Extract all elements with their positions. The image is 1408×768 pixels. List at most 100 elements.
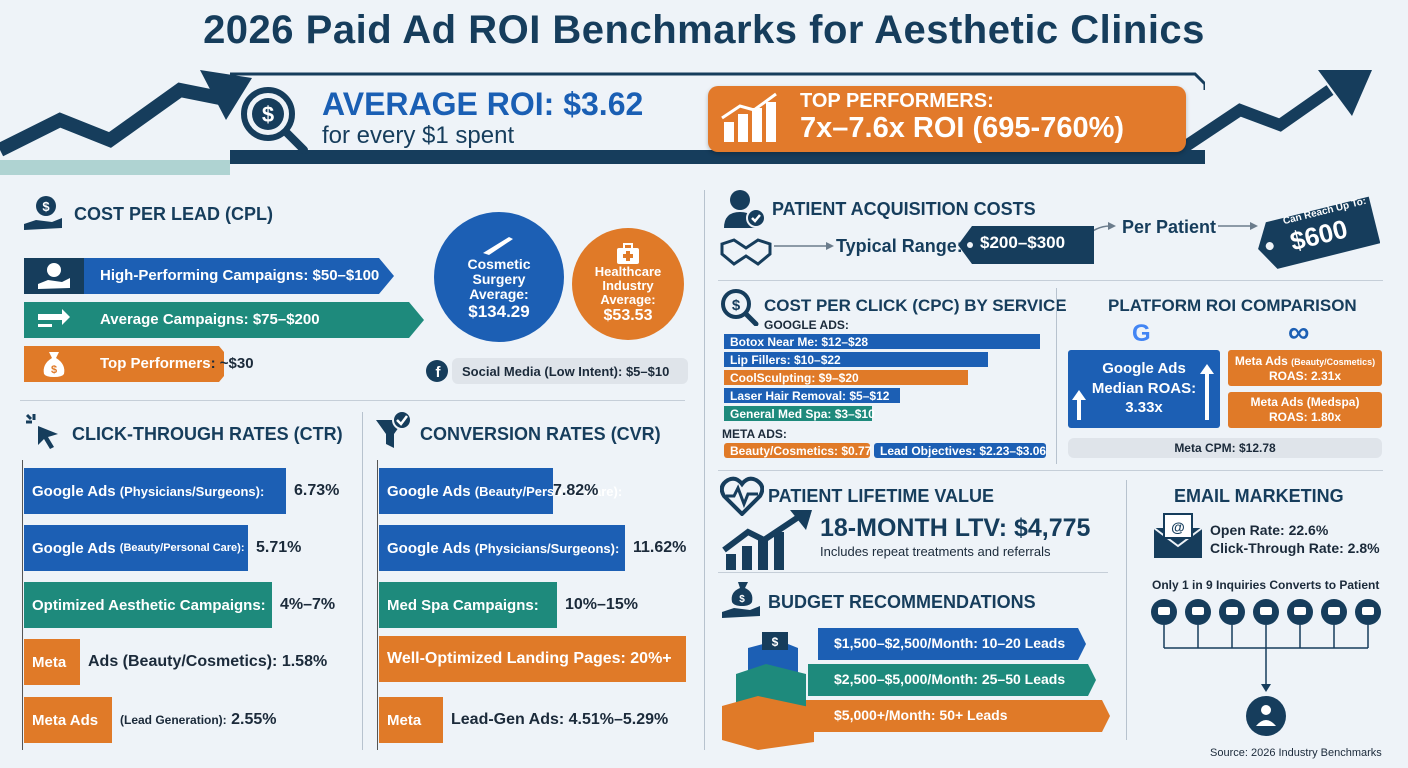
ctr-row: Optimized Aesthetic Campaigns: 4%–7% (24, 582, 335, 628)
ctr-row: Meta Ads (Beauty/Cosmetics): 1.58% (24, 639, 327, 685)
cpc-google-bar: CoolSculpting: $9–$20 (724, 370, 968, 385)
meta-beauty-qualifier: (Beauty/Cosmetics) (1291, 357, 1376, 367)
meta-cpm-text: Meta CPM: $12.78 (1174, 441, 1276, 455)
ctr-bar-fill: Meta (24, 639, 80, 685)
facebook-icon: f (426, 360, 448, 382)
cpc-google-bar: Botox Near Me: $12–$28 (724, 334, 1040, 349)
cursor-click-icon (25, 413, 58, 449)
healthcare-l2: Industry (602, 278, 654, 293)
ctr-row: Google Ads (Physicians/Surgeons): 6.73% (24, 468, 339, 514)
ctr-bar-fill: Google Ads (Physicians/Surgeons): (24, 468, 286, 514)
healthcare-l3: Average: (600, 292, 656, 307)
hand-coin-icon (38, 263, 70, 289)
ctr-heading: CLICK-THROUGH RATES (CTR) (72, 424, 343, 444)
budget-heading: BUDGET RECOMMENDATIONS (768, 592, 1036, 612)
meta-beauty-label: Meta Ads (1234, 354, 1288, 368)
range-value: $200–$300 (980, 233, 1066, 252)
budget-tier: $1,500–$2,500/Month: 10–20 Leads (834, 635, 1066, 651)
meta-medspa-qualifier: (Medspa) (1306, 395, 1360, 409)
email-heading: EMAIL MARKETING (1174, 486, 1344, 506)
healthcare-value: $53.53 (603, 307, 653, 324)
ctr-label: Meta (32, 653, 67, 671)
range-tag (958, 226, 1094, 264)
cpl-average-label: Average Campaigns: $75–$200 (100, 311, 320, 328)
ctr-value: 2.55% (231, 711, 277, 728)
inquiries-funnel-graphic (1151, 599, 1381, 736)
cvr-bar-fill: Google Ads (Beauty/Personal Care): (379, 468, 622, 514)
ctr-value: 4%–7% (280, 596, 336, 613)
google-roas-box (1068, 350, 1220, 428)
ctr-cvr-divider (362, 412, 363, 750)
cvr-row: Meta Lead-Gen Ads: 4.51%–5.29% (379, 697, 668, 743)
cpc-meta-bar: Beauty/Cosmetics: $0.77 (724, 443, 871, 458)
svg-text:$: $ (42, 199, 50, 214)
inquiries-note: Only 1 in 9 Inquiries Converts to Patien… (1152, 578, 1380, 592)
cvr-value: 11.62% (633, 539, 687, 556)
top-performers-box (708, 86, 1186, 152)
background-arrows (0, 70, 1372, 175)
per-patient-label: Per Patient (1122, 217, 1217, 237)
growth-chart-icon (722, 510, 812, 570)
cvr-label: Google Ads (387, 482, 471, 500)
cvr-qualifier: (Physicians/Surgeons): (474, 540, 620, 556)
hand-money-bag-icon: $ (722, 582, 760, 618)
meta-beauty-value: ROAS: 2.31x (1268, 369, 1342, 383)
ctr-row: Google Ads (Beauty/Personal Care): 5.71% (24, 525, 301, 571)
up-arrow-icon (1072, 390, 1086, 420)
budget-stack-graphic: $ (722, 628, 1110, 750)
google-g-icon: G (1132, 320, 1151, 347)
cvr-row: Google Ads (Physicians/Surgeons): 11.62% (379, 525, 686, 571)
meta-beauty-l1: Meta Ads (Beauty/Cosmetics) (1228, 354, 1382, 368)
email-open-rate: Open Rate: 22.6% (1210, 522, 1329, 538)
average-roi-subtitle: for every $1 spent (322, 122, 515, 149)
ltv-subtitle: Includes repeat treatments and referrals (820, 544, 1051, 559)
up-arrow-icon (1200, 364, 1214, 420)
handshake-icon (720, 238, 772, 266)
cvr-label: Google Ads (387, 539, 471, 557)
meta-medspa-label: Meta Ads (1250, 395, 1304, 409)
budget-tier: $5,000+/Month: 50+ Leads (834, 707, 1008, 723)
transfer-arrows-icon (38, 309, 70, 327)
ctr-label: Google Ads (32, 539, 116, 557)
average-roi: AVERAGE ROI: $3.62 (322, 86, 644, 122)
ltv-heading: PATIENT LIFETIME VALUE (768, 486, 994, 506)
ctr-axis (22, 460, 23, 750)
cvr-value: 10%–15% (565, 596, 638, 613)
ctr-qualifier: (Beauty/Personal Care): (119, 542, 245, 554)
platform-heading: PLATFORM ROI COMPARISON (1108, 296, 1357, 315)
ctr-bar-fill: Optimized Aesthetic Campaigns: (24, 582, 272, 628)
top-performers-label: TOP PERFORMERS: (800, 90, 994, 112)
social-media-cpl: Social Media (Low Intent): $5–$10 (452, 358, 688, 384)
cvr-bar-fill: Meta (379, 697, 443, 743)
cpc-google-bar: Lip Fillers: $10–$22 (724, 352, 988, 367)
healthcare-l1: Healthcare (594, 264, 662, 279)
svg-text:$: $ (772, 635, 779, 649)
cpl-top-value: : ~$30 (210, 355, 254, 372)
cpc-google-bar: Laser Hair Removal: $5–$12 (724, 388, 900, 403)
cvr-label: Well-Optimized Landing Pages: 20%+ (387, 650, 672, 667)
ltv-budget-divider (718, 572, 1108, 573)
budget-tier: $2,500–$5,000/Month: 25–50 Leads (834, 671, 1066, 687)
email-envelope-icon: @ (1153, 513, 1203, 558)
cpc-heading: COST PER CLICK (CPC) BY SERVICE (764, 296, 1067, 315)
cpc-meta-label: META ADS: (722, 427, 787, 441)
typical-range-label: Typical Range: (836, 236, 963, 256)
cpl-average-bar (84, 302, 424, 338)
email-ctr: Click-Through Rate: 2.8% (1210, 540, 1380, 556)
svg-text:$: $ (262, 102, 274, 127)
cosmetic-l2: Surgery (472, 270, 526, 287)
ltv-value: 18-MONTH LTV: $4,775 (820, 514, 1091, 542)
scalpel-icon (483, 236, 513, 255)
cvr-value: Lead-Gen Ads: 4.51%–5.29% (451, 711, 669, 728)
cvr-bar-fill: Well-Optimized Landing Pages: 20%+ (379, 636, 686, 682)
svg-text:$: $ (739, 594, 745, 605)
ctr-label: Meta Ads (32, 711, 99, 729)
cvr-label: Meta (387, 711, 422, 729)
center-divider (704, 190, 705, 750)
ctr-qualifier: (Physicians/Surgeons): (119, 483, 265, 499)
cpc-platform-divider (1056, 288, 1057, 464)
cpl-high-label: High-Performing Campaigns: $50–$100 (100, 267, 380, 284)
cvr-row: Med Spa Campaigns: 10%–15% (379, 582, 638, 628)
cvr-bar-fill: Google Ads (Physicians/Surgeons): (379, 525, 625, 571)
cpl-row-high: High-Performing Campaigns: $50–$100 (24, 258, 394, 294)
